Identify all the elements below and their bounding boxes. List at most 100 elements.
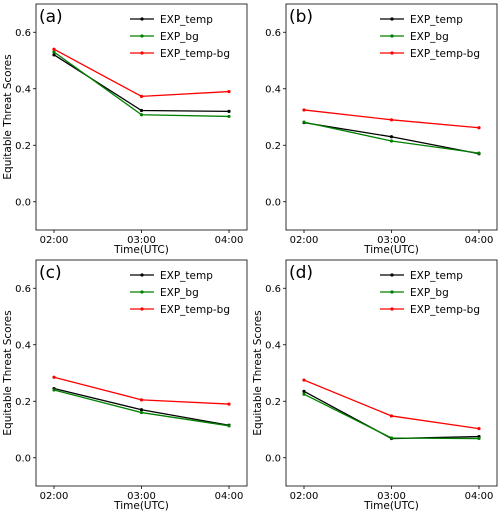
axes-frame xyxy=(285,3,498,231)
y-tick-label: 0.0 xyxy=(265,453,281,464)
x-tick-label: 03:00 xyxy=(127,235,156,246)
y-tick-label: 0.2 xyxy=(15,141,31,152)
legend-entry: EXP_temp xyxy=(160,14,213,26)
data-point xyxy=(477,151,481,155)
y-tick-label: 0.4 xyxy=(265,340,281,351)
legend-marker xyxy=(140,290,144,294)
panel-1: 0.0 0.2 0.4 0.6 02:00 03:00 04:00 Time(UTC) Equi… xyxy=(2,3,248,256)
x-axis-label: Time(UTC) xyxy=(363,244,419,256)
legend-marker xyxy=(140,273,144,277)
series-line-3 xyxy=(303,379,480,430)
legend-entry: EXP_bg xyxy=(410,31,449,43)
data-point xyxy=(477,126,481,130)
panel-4: 0.0 0.2 0.4 0.6 02:00 03:00 04:00 Time(UTC) Equi… xyxy=(252,259,498,512)
x-tick-label: 04:00 xyxy=(215,235,244,246)
x-tick-label: 03:00 xyxy=(377,491,406,502)
y-tick-label: 0.0 xyxy=(15,197,31,208)
legend-marker xyxy=(390,34,394,38)
data-point xyxy=(477,436,481,441)
x-tick-label: 02:00 xyxy=(40,491,69,502)
legend-marker xyxy=(140,34,144,38)
y-tick-label: 0.6 xyxy=(265,284,281,295)
data-point xyxy=(227,109,231,113)
legend-entry: EXP_temp xyxy=(410,270,463,282)
data-point xyxy=(52,50,56,54)
data-point xyxy=(302,392,306,396)
data-point xyxy=(389,414,394,418)
axes-frame xyxy=(35,259,248,487)
y-tick-label: 0.2 xyxy=(265,141,281,152)
legend-marker xyxy=(390,273,394,277)
panel-3: 0.0 0.2 0.4 0.6 02:00 03:00 04:00 Time(UTC) Equi… xyxy=(2,259,248,512)
data-point xyxy=(52,388,56,392)
legend-entry: EXP_temp-bg xyxy=(160,48,230,60)
legend-entry: EXP_temp xyxy=(410,14,463,26)
legend-entry: EXP_bg xyxy=(160,287,199,299)
data-point xyxy=(227,424,231,428)
legend-marker xyxy=(390,51,394,55)
legend-marker xyxy=(390,17,394,21)
y-tick-label: 0.6 xyxy=(15,28,31,39)
data-point xyxy=(389,135,394,139)
data-point xyxy=(302,378,306,382)
y-tick-label: 0.4 xyxy=(15,84,31,95)
legend-marker xyxy=(390,290,394,294)
x-tick-label: 02:00 xyxy=(290,235,319,246)
data-point xyxy=(302,389,306,393)
legend-marker xyxy=(140,51,144,55)
data-point xyxy=(477,427,481,431)
series-line-2 xyxy=(53,51,230,118)
legend-marker xyxy=(390,307,394,311)
y-axis-label: Equitable Threat Scores xyxy=(2,54,14,179)
data-point xyxy=(52,375,56,379)
y-tick-label: 0.0 xyxy=(265,197,281,208)
data-point xyxy=(227,89,231,94)
legend-entry: EXP_temp-bg xyxy=(160,304,230,316)
y-tick-label: 0.6 xyxy=(15,284,31,295)
data-point xyxy=(389,118,394,122)
x-axis-label: Time(UTC) xyxy=(113,500,169,512)
data-point xyxy=(227,114,231,119)
panel-label: (a) xyxy=(39,7,63,27)
axes-frame xyxy=(285,259,498,487)
y-tick-label: 0.2 xyxy=(265,397,281,408)
legend-entry: EXP_bg xyxy=(160,31,199,43)
legend-marker xyxy=(140,17,144,21)
data-point xyxy=(139,408,144,412)
legend: EXP_temp EXP_bg EXP_temp-bg xyxy=(380,14,480,60)
x-tick-label: 03:00 xyxy=(127,491,156,502)
series-line-1 xyxy=(53,387,230,426)
data-point xyxy=(139,108,144,113)
y-axis-label: Equitable Threat Scores xyxy=(252,310,264,435)
data-point xyxy=(227,402,231,406)
legend: EXP_temp EXP_bg EXP_temp-bg xyxy=(380,270,480,316)
legend: EXP_temp EXP_bg EXP_temp-bg xyxy=(130,270,230,316)
x-tick-label: 04:00 xyxy=(465,235,494,246)
y-axis-label: Equitable Threat Scores xyxy=(2,310,14,435)
data-point xyxy=(139,113,144,117)
panel-label: (d) xyxy=(289,263,313,283)
x-tick-label: 04:00 xyxy=(465,491,494,502)
panel-2: 0.0 0.2 0.4 0.6 02:00 03:00 04:00 Time(UTC) (b) E… xyxy=(265,3,498,256)
data-point xyxy=(52,53,56,57)
legend-entry: EXP_bg xyxy=(410,287,449,299)
panel-label: (b) xyxy=(289,7,313,27)
legend-entry: EXP_temp-bg xyxy=(410,48,480,60)
panel-label: (c) xyxy=(39,263,62,283)
y-tick-label: 0.6 xyxy=(265,28,281,39)
legend-entry: EXP_temp-bg xyxy=(410,304,480,316)
legend-marker xyxy=(140,307,144,311)
y-tick-label: 0.0 xyxy=(15,453,31,464)
x-tick-label: 03:00 xyxy=(377,235,406,246)
data-point xyxy=(389,139,394,143)
data-point xyxy=(139,410,144,415)
data-point xyxy=(302,120,306,124)
axes-frame xyxy=(35,3,248,231)
data-point xyxy=(139,398,144,402)
x-tick-label: 04:00 xyxy=(215,491,244,502)
x-tick-label: 02:00 xyxy=(40,235,69,246)
x-tick-label: 02:00 xyxy=(290,491,319,502)
data-point xyxy=(139,94,144,98)
legend: EXP_temp EXP_bg EXP_temp-bg xyxy=(130,14,230,60)
